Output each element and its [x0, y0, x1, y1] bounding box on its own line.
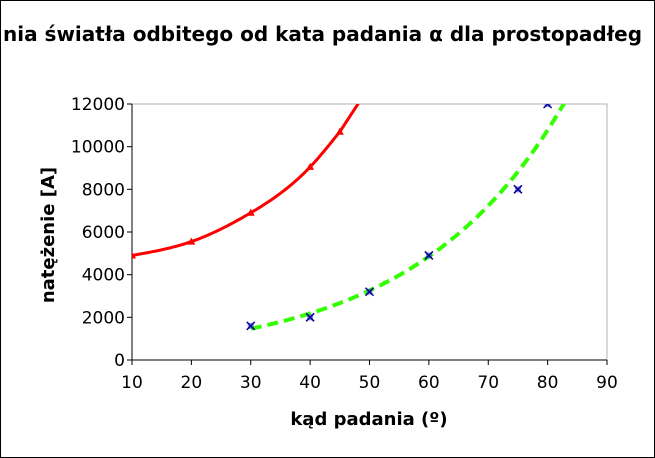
series-1: [132, 91, 368, 259]
x-tick-label: 80: [537, 373, 559, 393]
x-axis-label: kąd padania (º): [290, 409, 447, 430]
y-tick-label: 10000: [71, 138, 125, 158]
series-1-point: [335, 127, 344, 135]
series-1-point: [360, 91, 368, 98]
series-2-point: [424, 250, 434, 260]
series-2-point: [513, 184, 523, 194]
chart-title: nia światła odbitego od kata padania α d…: [3, 22, 642, 46]
y-axis-label: natężenie [A]: [38, 167, 59, 303]
y-tick-label: 4000: [82, 266, 125, 286]
series-1-point: [132, 251, 136, 259]
series-1-point: [246, 208, 255, 216]
y-tick-label: 6000: [82, 223, 125, 243]
series-2-point: [543, 104, 553, 109]
x-tick-label: 60: [418, 373, 440, 393]
series-2-point: [364, 287, 375, 297]
plot-area: [131, 103, 608, 361]
y-tick-label: 0: [114, 351, 125, 371]
y-tick-label: 2000: [82, 308, 125, 328]
x-tick-label: 10: [121, 373, 143, 393]
series-2: [246, 104, 566, 331]
series-2-point: [305, 312, 315, 322]
y-tick-label: 8000: [82, 180, 125, 200]
series-1-point: [187, 237, 196, 245]
series-2-point: [246, 321, 256, 331]
series-1-point: [306, 162, 315, 170]
x-tick-label: 50: [359, 373, 381, 393]
y-tick-label: 12000: [71, 95, 125, 115]
x-tick-label: 30: [240, 373, 262, 393]
x-tick-label: 70: [477, 373, 499, 393]
x-tick-label: 40: [299, 373, 321, 393]
x-tick-label: 90: [596, 373, 618, 393]
x-tick-label: 20: [181, 373, 203, 393]
